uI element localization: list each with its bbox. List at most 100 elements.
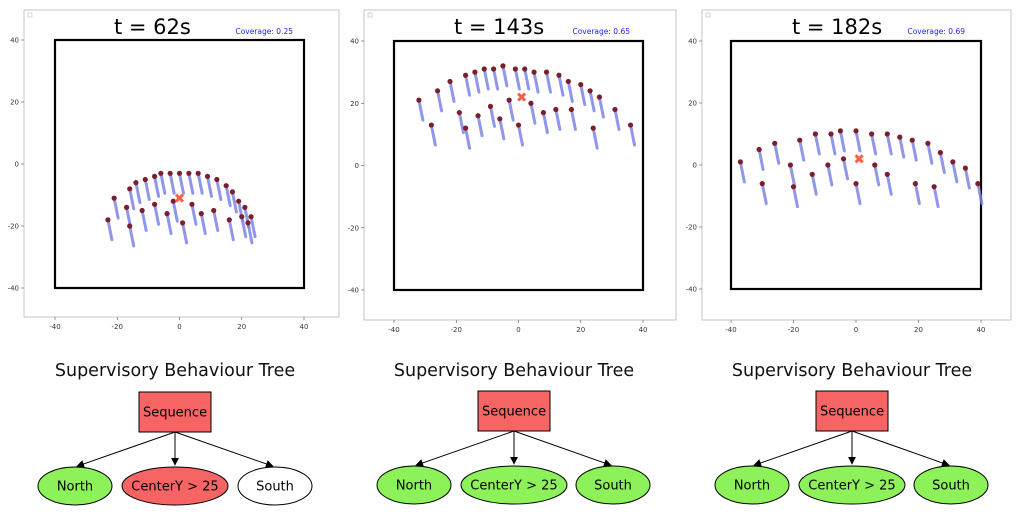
agent-point <box>884 171 890 177</box>
agent-trail <box>436 89 444 113</box>
y-tick-label: -20 <box>8 223 19 231</box>
behaviour-tree-2: Supervisory Behaviour Tree Sequence North C… <box>376 361 651 505</box>
swarm-panel-1: -40 -20 0 20 40 40 20 0 -20 -40 t = 62s Coverage: 0… <box>8 9 340 331</box>
agent-trail <box>196 171 204 195</box>
y-tick-label: 20 <box>350 100 359 108</box>
agent-point <box>587 88 593 94</box>
x-tick-label: -40 <box>49 323 60 331</box>
agent-trail <box>569 107 577 131</box>
agent-point <box>176 170 183 176</box>
agent-trail <box>613 107 621 131</box>
agent-trail <box>476 114 484 138</box>
y-tick-label: 40 <box>688 38 697 46</box>
condition-node-label: North <box>57 480 93 495</box>
condition-node <box>237 466 313 506</box>
agent-point <box>825 162 831 168</box>
agent-trail <box>112 196 120 220</box>
tree-edge <box>851 430 950 467</box>
agent-point <box>416 97 422 103</box>
agent-trail <box>190 202 198 226</box>
agent-trail <box>810 172 818 196</box>
condition-node <box>37 466 113 506</box>
agent-point <box>211 207 217 214</box>
agent-trail <box>913 182 921 206</box>
agent-point <box>787 162 793 168</box>
agent-point <box>540 109 547 116</box>
agent-point <box>142 176 148 183</box>
x-tick-label: -20 <box>788 326 799 334</box>
agent-trail <box>629 123 637 147</box>
agent-trail <box>215 178 223 201</box>
agent-point <box>790 184 797 190</box>
agent-trail <box>513 67 521 91</box>
agent-point <box>840 156 847 162</box>
y-tick-label: -40 <box>686 286 697 294</box>
agent-trail <box>153 174 161 198</box>
time-label: t = 143s <box>454 15 544 39</box>
y-tick-label: 0 <box>355 162 359 170</box>
agent-point <box>962 165 968 171</box>
agent-trail <box>885 132 893 156</box>
agent-trail <box>159 171 167 195</box>
sequence-node <box>477 390 551 432</box>
arena-boundary <box>53 38 306 290</box>
agent-point <box>931 184 937 190</box>
agent-point <box>506 97 512 103</box>
agent-trail <box>870 132 878 156</box>
agent-point <box>737 159 743 165</box>
sequence-node <box>815 390 889 432</box>
agent-trail <box>963 166 971 190</box>
coverage-label: Coverage: 0.69 <box>907 27 965 36</box>
agent-point <box>214 176 220 183</box>
agent-trail <box>757 148 765 171</box>
x-tick-label: 40 <box>300 323 309 331</box>
agent-trail <box>178 171 185 195</box>
agent-point <box>456 109 462 116</box>
agent-point <box>512 66 518 72</box>
tree-edge <box>513 430 612 467</box>
agent-trail <box>838 129 846 153</box>
x-tick-label: -40 <box>388 326 399 334</box>
agent-point <box>627 122 634 128</box>
y-tick-label: 0 <box>15 161 19 169</box>
agent-trail <box>240 215 248 239</box>
agent-trail <box>813 132 821 156</box>
y-tick-label: 40 <box>350 38 359 46</box>
agent-point <box>756 146 762 153</box>
corner-marker <box>27 12 33 18</box>
agent-point <box>522 66 528 72</box>
condition-node <box>798 465 906 505</box>
agent-point <box>472 69 478 75</box>
axes-frame <box>23 9 340 318</box>
agent-trail <box>140 209 148 232</box>
agent-point <box>127 186 133 192</box>
agent-trail <box>898 135 906 159</box>
agent-point <box>828 131 834 137</box>
agent-point <box>195 170 201 176</box>
agent-point <box>164 211 170 217</box>
agent-trail <box>227 218 235 242</box>
coverage-label: Coverage: 0.25 <box>235 27 293 36</box>
agent-trail <box>457 111 465 135</box>
condition-node <box>714 465 790 505</box>
agent-point <box>189 201 195 207</box>
y-tick-label: -40 <box>8 285 19 293</box>
agent-point <box>565 78 571 85</box>
agent-trail <box>932 185 940 209</box>
agent-point <box>500 63 506 69</box>
agent-trail <box>507 98 515 122</box>
agent-point <box>186 170 192 176</box>
agent-trail <box>523 67 531 91</box>
agent-point <box>578 81 584 88</box>
agent-trail <box>128 187 136 211</box>
condition-node-label: CenterY > 25 <box>131 480 218 495</box>
agent-point <box>204 173 211 179</box>
condition-node <box>121 466 229 506</box>
agent-point <box>543 69 550 75</box>
agent-trail <box>473 70 481 94</box>
agent-trail <box>579 83 587 107</box>
agent-trail <box>417 98 425 122</box>
x-tick-label: 0 <box>854 326 858 334</box>
condition-node-label: CenterY > 25 <box>808 479 895 494</box>
condition-node <box>376 465 452 505</box>
